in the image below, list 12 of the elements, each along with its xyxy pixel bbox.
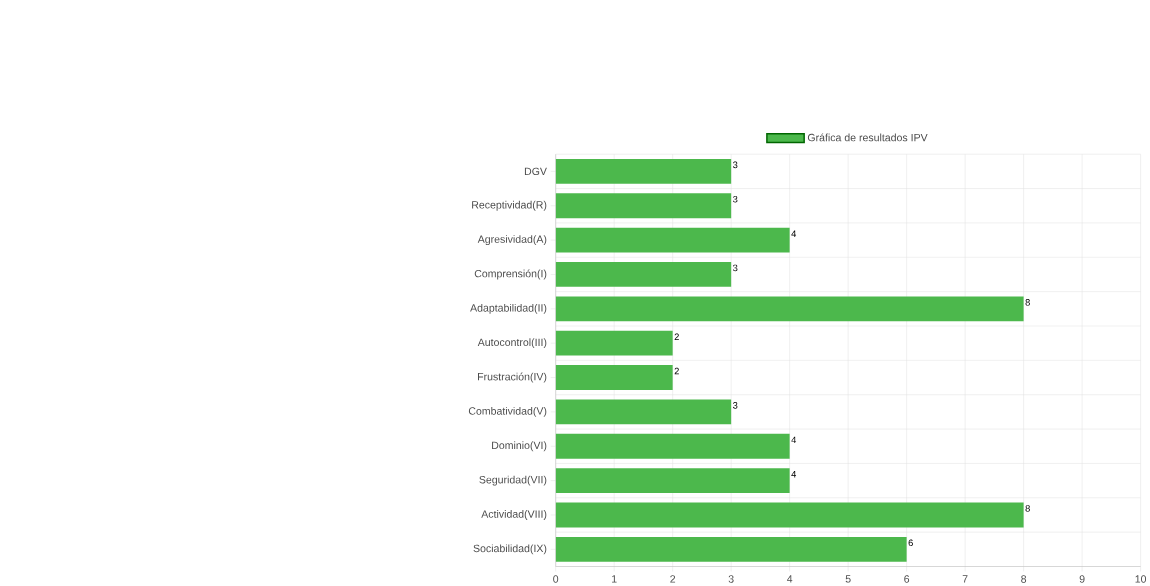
bar: [555, 433, 790, 459]
bar: [555, 330, 673, 356]
bar: [555, 227, 790, 253]
bar: [555, 399, 732, 425]
bar: [555, 502, 1024, 528]
bar: [555, 158, 732, 184]
bar: [555, 261, 732, 287]
bar: [555, 536, 907, 562]
bar: [555, 193, 732, 219]
bar: [555, 468, 790, 493]
bar: [555, 296, 1024, 322]
bar: [555, 365, 673, 390]
